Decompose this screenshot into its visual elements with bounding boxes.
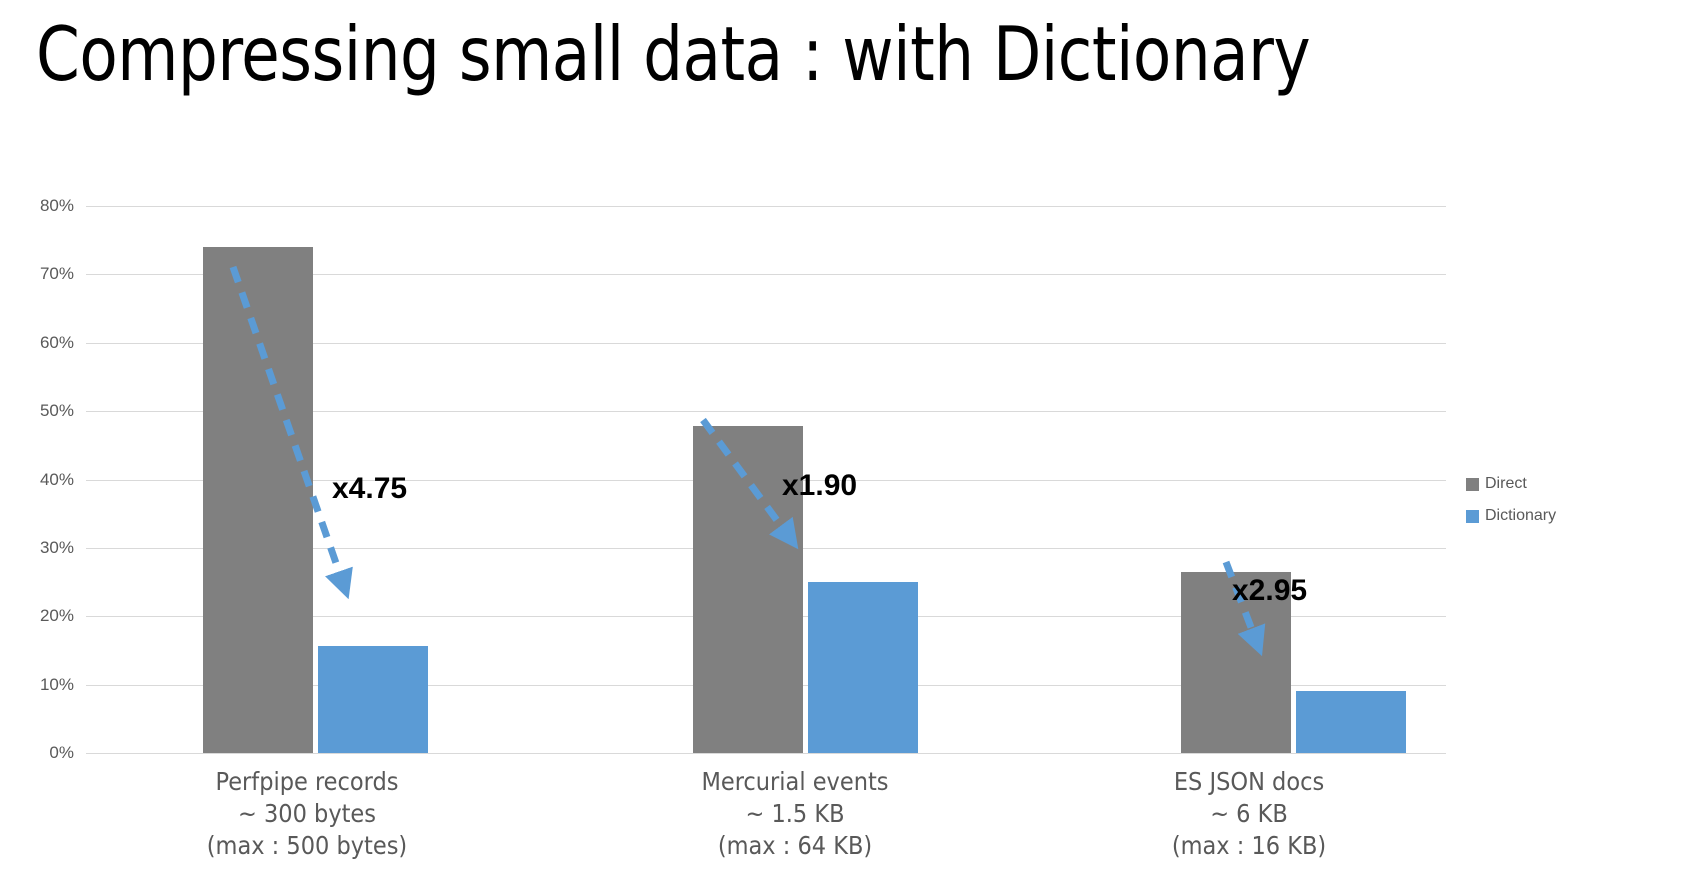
y-tick-40: 40% xyxy=(39,470,74,489)
y-tick-60: 60% xyxy=(39,333,74,352)
category-label-mercurial: Mercurial events ~ 1.5 KB (max : 64 KB) xyxy=(630,766,960,862)
category-line-1: Mercurial events xyxy=(701,767,889,796)
page-title: Compressing small data : with Dictionary xyxy=(36,10,1311,98)
annotation-x1-90: x1.90 xyxy=(782,469,858,502)
gridline-0 xyxy=(86,753,1446,754)
category-line-2: ~ 6 KB xyxy=(1210,799,1288,828)
legend-item-direct[interactable]: Direct xyxy=(1466,468,1676,500)
gridline-60 xyxy=(86,343,1446,344)
y-tick-10: 10% xyxy=(39,675,74,694)
category-label-perfpipe: Perfpipe records ~ 300 bytes (max : 500 … xyxy=(142,766,472,862)
category-line-1: ES JSON docs xyxy=(1173,767,1325,796)
legend-swatch-dictionary xyxy=(1466,509,1479,523)
category-line-2: ~ 1.5 KB xyxy=(745,799,845,828)
category-label-esjson: ES JSON docs ~ 6 KB (max : 16 KB) xyxy=(1084,766,1414,862)
bar-dictionary-perfpipe[interactable] xyxy=(318,646,428,753)
gridline-80 xyxy=(86,206,1446,207)
category-line-2: ~ 300 bytes xyxy=(237,799,376,828)
y-tick-30: 30% xyxy=(39,538,74,557)
y-tick-70: 70% xyxy=(39,264,74,283)
chart-plot-area: 80% 70% 60% 50% 40% 30% 20% 10% 0% xyxy=(40,196,1446,762)
category-line-3: (max : 64 KB) xyxy=(717,831,873,860)
gridline-50 xyxy=(86,411,1446,412)
category-line-1: Perfpipe records xyxy=(215,767,399,796)
annotation-x2-95: x2.95 xyxy=(1232,574,1308,607)
legend-swatch-direct xyxy=(1466,477,1479,491)
annotation-x4-75: x4.75 xyxy=(332,472,408,505)
bar-dictionary-mercurial[interactable] xyxy=(808,582,918,753)
legend-label-dictionary: Dictionary xyxy=(1485,507,1557,524)
y-tick-80: 80% xyxy=(39,196,74,215)
category-line-3: (max : 500 bytes) xyxy=(206,831,408,860)
legend-label-direct: Direct xyxy=(1485,475,1527,492)
y-tick-20: 20% xyxy=(39,606,74,625)
category-line-3: (max : 16 KB) xyxy=(1171,831,1327,860)
gridline-70 xyxy=(86,274,1446,275)
bar-direct-perfpipe[interactable] xyxy=(203,247,313,753)
bar-dictionary-esjson[interactable] xyxy=(1296,691,1406,753)
y-tick-50: 50% xyxy=(39,401,74,420)
chart-legend: Direct Dictionary xyxy=(1466,468,1676,532)
legend-item-dictionary[interactable]: Dictionary xyxy=(1466,500,1676,532)
y-tick-0: 0% xyxy=(49,743,74,762)
